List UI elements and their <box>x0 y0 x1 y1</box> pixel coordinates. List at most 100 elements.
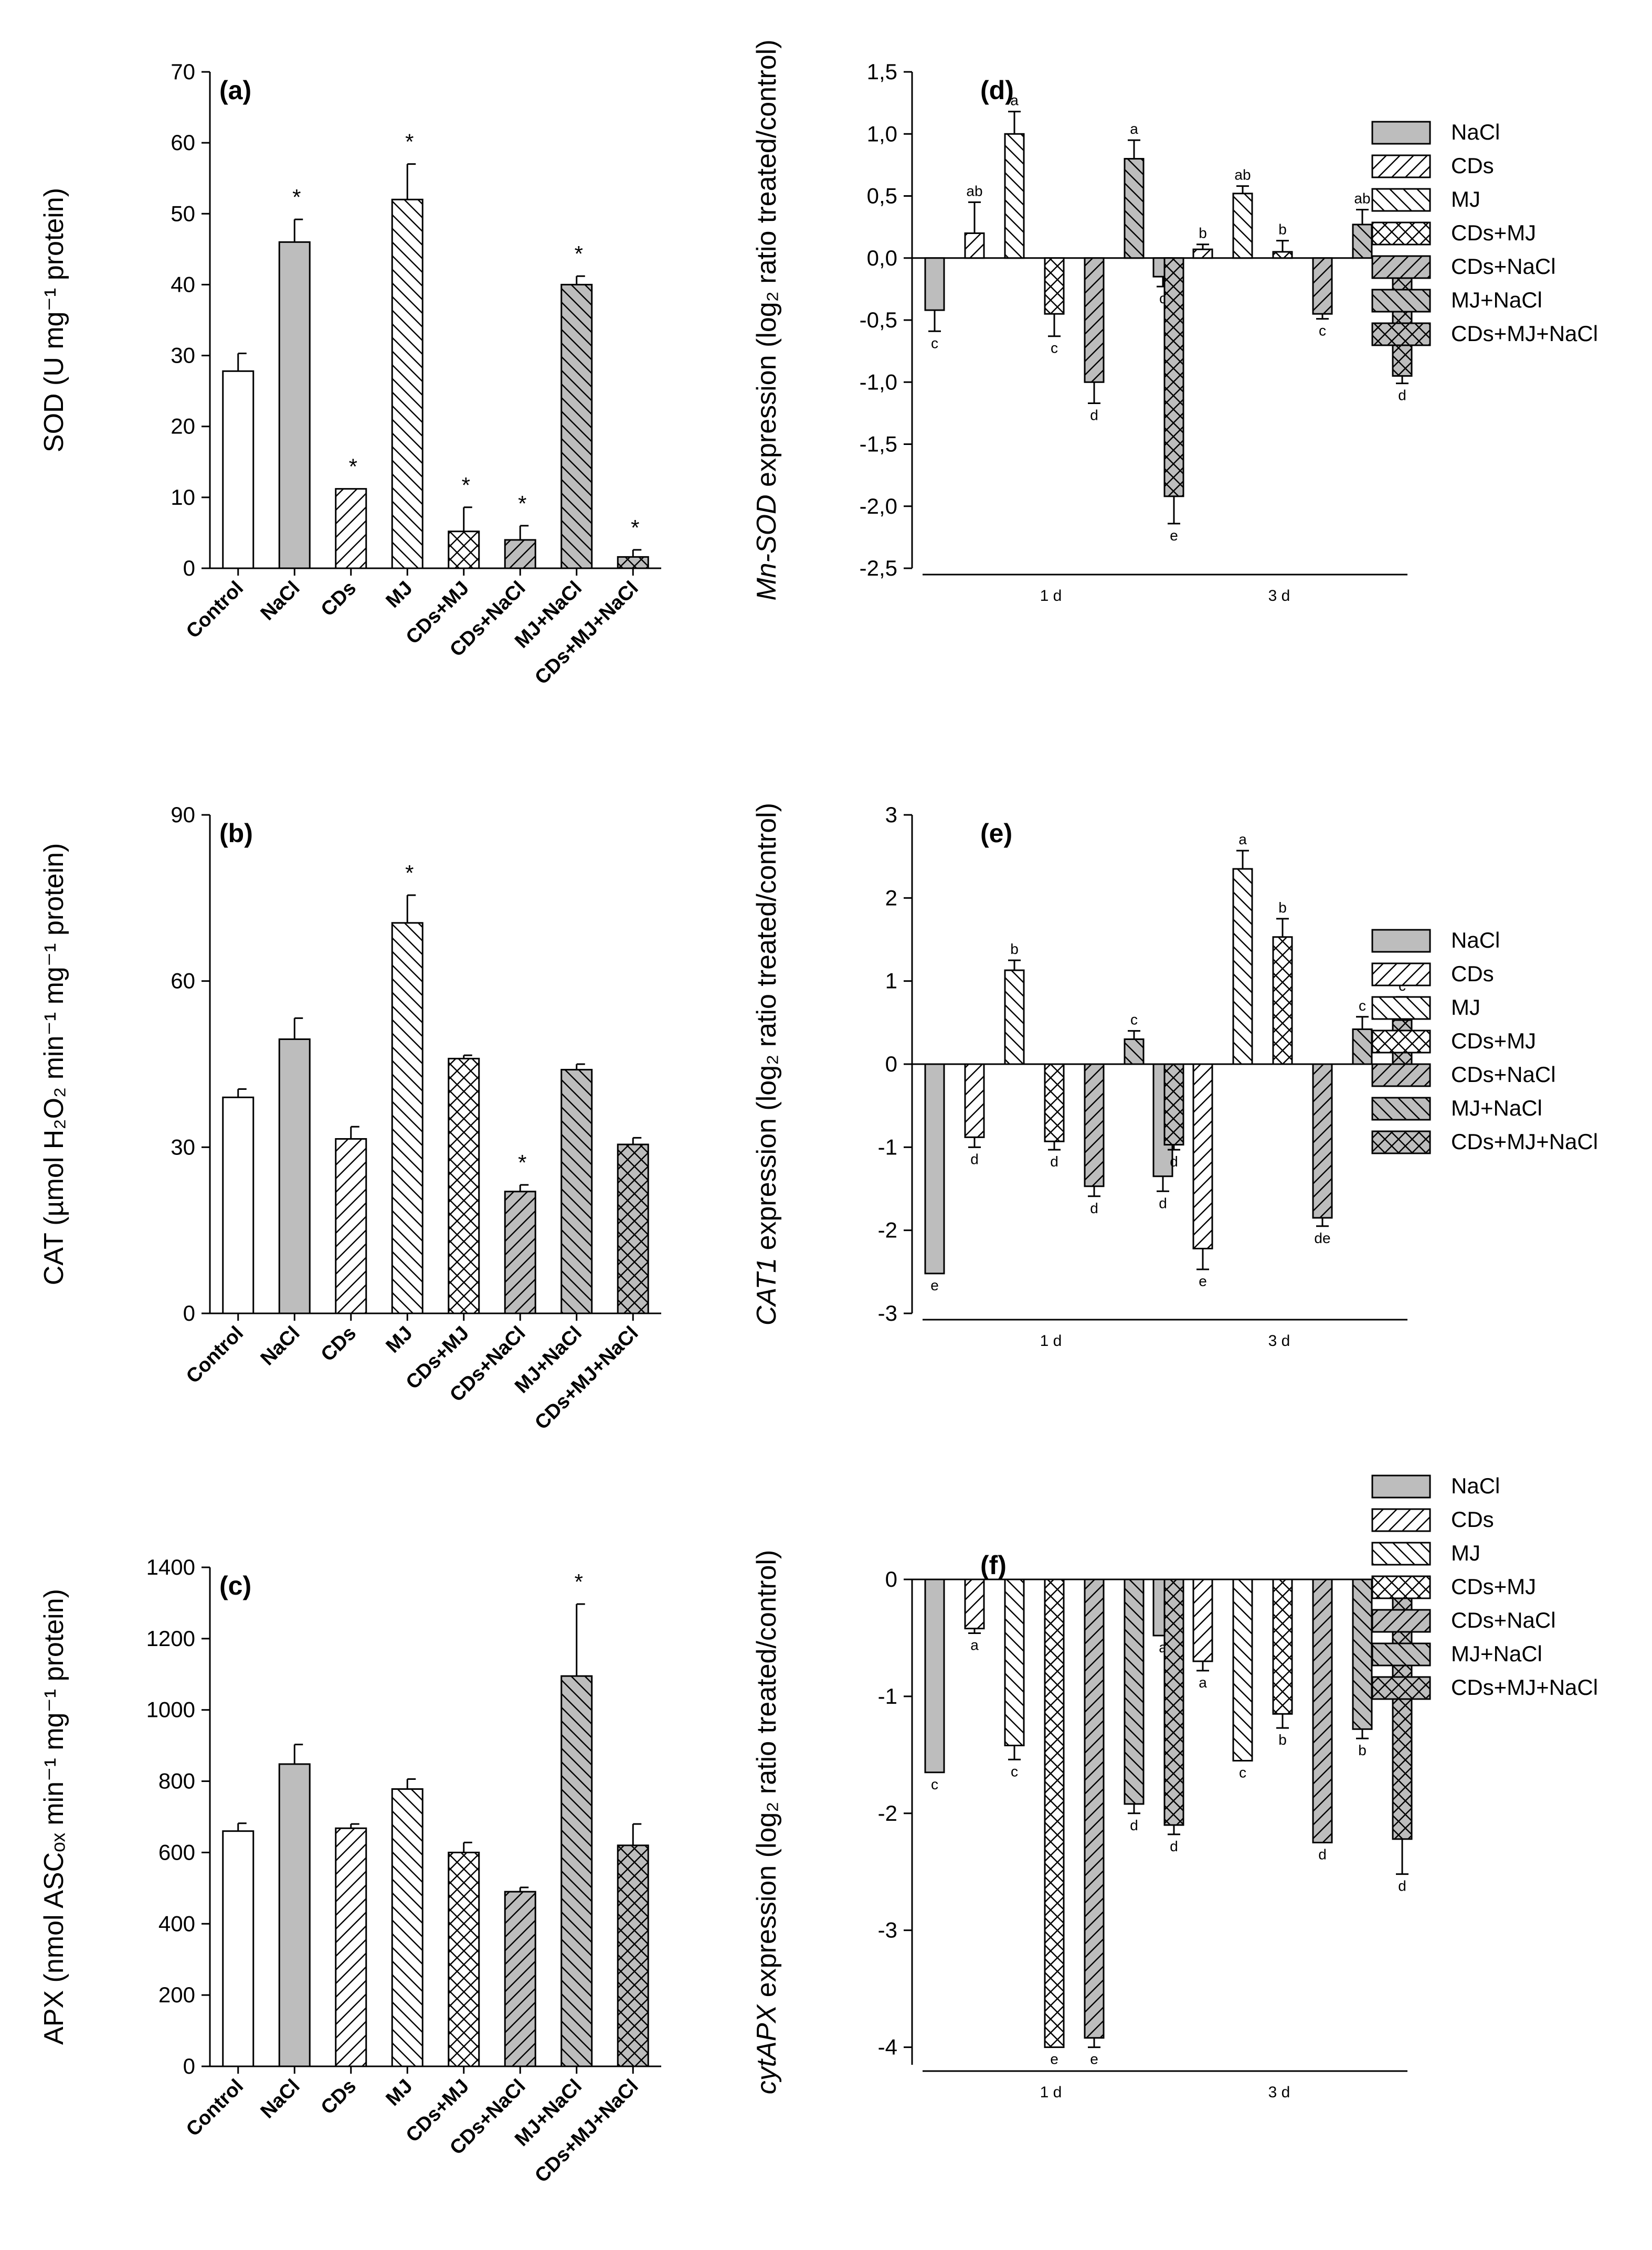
group-letter: b <box>1358 1742 1367 1758</box>
group-letter: ab <box>1234 167 1251 183</box>
y-tick-label: -3 <box>878 1918 897 1943</box>
y-tick-label: 3 <box>885 802 897 827</box>
legend-swatch <box>1371 121 1431 145</box>
group-letter: c <box>1359 997 1366 1014</box>
bar-mj-nacl-g2 <box>1352 1578 1373 1730</box>
bar-cds <box>335 488 367 569</box>
gene-name: Mn-SOD <box>751 494 782 600</box>
group-letter: c <box>931 335 938 351</box>
group-letter: d <box>1050 1153 1058 1170</box>
y-tick-label: -2,5 <box>860 556 897 580</box>
x-tick-label: NaCl <box>257 1322 304 1370</box>
significance-star: * <box>349 454 357 479</box>
panel-label: (c) <box>219 1571 251 1600</box>
legend-swatch <box>1371 1609 1431 1633</box>
bar-cds-mj-nacl <box>617 1143 649 1314</box>
y-tick-label: 20 <box>171 414 195 439</box>
significance-star: * <box>518 491 526 516</box>
bar-cds-mj-nacl <box>617 556 649 569</box>
x-tick-label: Control <box>182 577 248 643</box>
legend-label: CDs <box>1451 1507 1494 1532</box>
y-tick-label: -1 <box>878 1684 897 1708</box>
y-axis-label: SOD (U mg⁻¹ protein) <box>39 188 69 452</box>
y-tick-label: 0,0 <box>867 246 897 270</box>
group-letter: d <box>1130 1817 1138 1833</box>
bar-cds-mj <box>448 1851 480 2067</box>
y-axis-label: CAT1 expression (log₂ ratio treated/cont… <box>751 803 782 1325</box>
bar-mj <box>391 922 423 1314</box>
y-tick-label: 50 <box>171 201 195 226</box>
bar-mj-g2 <box>1232 1578 1253 1761</box>
legend-label: CDs+MJ <box>1451 220 1536 245</box>
group-letter: d <box>1090 407 1098 423</box>
y-tick-label: -4 <box>878 2035 897 2060</box>
group-letter: c <box>1239 1764 1246 1780</box>
legend-e: NaCl CDs MJ CDs+MJ CDs+NaCl MJ+NaCl CDs+MJ+NaC… <box>1371 928 1598 1154</box>
legend-swatch <box>1371 1474 1431 1499</box>
legend-f: NaCl CDs MJ CDs+MJ CDs+NaCl MJ+NaCl CDs+MJ+NaC… <box>1371 1473 1598 1700</box>
x-tick-label: NaCl <box>257 577 304 625</box>
x-tick-label: MJ <box>382 1322 417 1357</box>
group-letter: a <box>1130 121 1138 137</box>
x-tick-label: NaCl <box>257 2075 304 2123</box>
y-tick-label: 60 <box>171 969 195 993</box>
group-label: 3 d <box>1268 1332 1290 1350</box>
bar-mj-nacl-g1 <box>1124 1038 1145 1065</box>
y-label-rest: expression (log₂ ratio treated/control) <box>751 1550 782 2005</box>
y-tick-label: 800 <box>158 1769 195 1793</box>
y-tick-label: -1,0 <box>860 369 897 394</box>
group-letter: c <box>1051 340 1058 356</box>
bar-cds <box>335 1827 367 2067</box>
group-label: 3 d <box>1268 2084 1290 2101</box>
bar-cds-mj <box>448 530 480 569</box>
x-tick-label: Control <box>182 1322 248 1388</box>
group-label: 1 d <box>1040 2084 1062 2101</box>
group-label: 1 d <box>1040 587 1062 604</box>
group-letter: ab <box>966 183 982 199</box>
bar-cds-nacl <box>504 1891 536 2067</box>
bar-cds-g2 <box>1192 1063 1213 1249</box>
y-tick-label: 0 <box>183 1301 195 1325</box>
panel-label: (e) <box>980 819 1012 848</box>
y-tick-label: 1000 <box>146 1697 195 1722</box>
legend-swatch <box>1371 929 1431 953</box>
panel-d: 1,51,00,50,0-0,5-1,0-1,5-2,0-2,5ccabbaab… <box>751 39 1413 604</box>
legend-swatch <box>1371 289 1431 313</box>
y-tick-label: -2 <box>878 1218 897 1243</box>
significance-star: * <box>518 1150 526 1175</box>
bar-cds-g2 <box>1192 248 1213 259</box>
bar-mj-nacl <box>560 1069 593 1314</box>
significance-star: * <box>631 515 639 540</box>
panel-a: 0 10 20 30 40 50 60 70 Control NaCl * CDs * MJ * CDs+MJ… <box>39 59 661 689</box>
legend-d: NaCl CDs MJ CDs+MJ CDs+NaCl MJ+NaCl CDs+MJ+NaC… <box>1371 120 1598 346</box>
y-tick-label: 30 <box>171 343 195 368</box>
bar-cds-mj-nacl <box>617 1844 649 2067</box>
significance-star: * <box>462 473 470 497</box>
legend-label: CDs+NaCl <box>1451 254 1556 279</box>
legend-swatch <box>1371 1676 1431 1700</box>
bar-cds-nacl-g1 <box>1084 1063 1105 1187</box>
bar-cds-nacl-g1 <box>1084 1578 1105 2039</box>
bar-mj-g1 <box>1004 969 1025 1065</box>
bar-cds-mj-nacl-g1 <box>1163 257 1184 497</box>
x-tick-label: CDs+MJ+NaCl <box>531 1322 642 1434</box>
bar-mj-g2 <box>1232 868 1253 1065</box>
y-axis-label: cytAPX expression (log₂ ratio treated/co… <box>751 1550 782 2095</box>
significance-star: * <box>575 241 583 266</box>
legend-label: MJ+NaCl <box>1451 1641 1542 1666</box>
legend-swatch <box>1371 154 1431 178</box>
bar-cds-g1 <box>964 1578 985 1630</box>
group-letter: e <box>1170 527 1178 544</box>
bar-mj-g1 <box>1004 133 1025 259</box>
group-letter: c <box>1130 1012 1138 1028</box>
y-tick-label: 0 <box>183 2054 195 2078</box>
group-letter: d <box>1318 1846 1327 1863</box>
legend-swatch <box>1371 996 1431 1020</box>
bar-cds-mj-g2 <box>1272 251 1293 259</box>
gene-name: cytAPX <box>751 2003 782 2094</box>
bar-nacl-g1 <box>924 1578 945 1774</box>
group-letter: b <box>1278 221 1287 238</box>
